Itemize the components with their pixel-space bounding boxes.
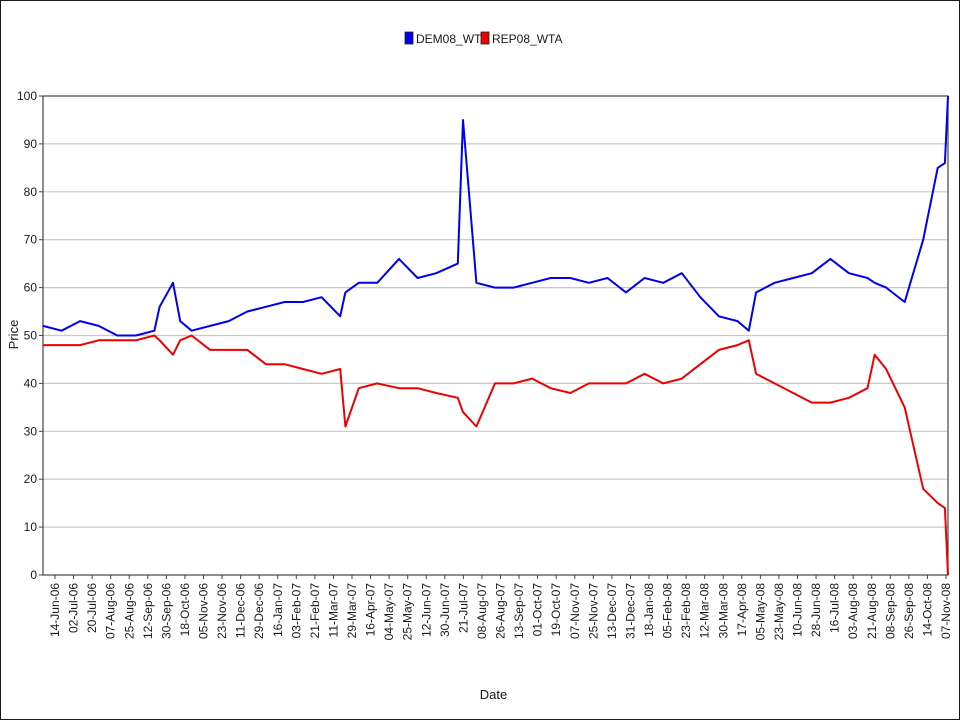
y-tick-label: 50	[24, 329, 38, 343]
y-tick-label: 60	[24, 281, 38, 295]
x-tick-label: 18-Jan-08	[642, 583, 656, 637]
x-tick-label: 23-Nov-06	[215, 583, 229, 639]
x-tick-label: 13-Dec-07	[605, 583, 619, 639]
x-tick-label: 05-Feb-08	[661, 583, 675, 639]
y-tick-label: 100	[17, 89, 37, 103]
x-tick-label: 23-Feb-08	[679, 583, 693, 639]
y-tick-label: 80	[24, 185, 38, 199]
x-tick-label: 07-Aug-06	[104, 583, 118, 639]
x-axis-ticks: 14-Jun-06 02-Jul-06 20-Jul-06 07-Aug-06 25-A…	[48, 575, 953, 640]
x-tick-label: 18-Oct-06	[178, 583, 192, 637]
x-tick-label: 03-Feb-07	[289, 583, 303, 639]
x-axis-label: Date	[480, 687, 507, 702]
x-tick-label: 03-Aug-08	[846, 583, 860, 639]
y-tick-label: 20	[24, 472, 38, 486]
x-tick-label: 16-Jul-08	[828, 583, 842, 633]
x-tick-label: 05-Nov-06	[197, 583, 211, 639]
y-tick-label: 0	[30, 568, 37, 582]
series-line-dem08-wta	[42, 95, 949, 337]
x-tick-label: 12-Mar-08	[698, 583, 712, 639]
x-tick-label: 08-Aug-07	[475, 583, 489, 639]
x-tick-label: 25-Aug-06	[122, 583, 136, 639]
x-tick-label: 30-Mar-08	[716, 583, 730, 639]
x-tick-label: 29-Dec-06	[252, 583, 266, 639]
x-tick-label: 13-Sep-07	[512, 583, 526, 639]
y-axis-label: Price	[6, 320, 21, 350]
x-tick-label: 11-Dec-06	[234, 583, 248, 638]
x-tick-label: 23-May-08	[772, 583, 786, 641]
x-tick-label: 29-Mar-07	[345, 583, 359, 639]
x-tick-label: 19-Oct-07	[549, 583, 563, 637]
y-axis-ticks: 0 10 20 30 40 50 60 70 80 90 100	[17, 89, 43, 582]
x-tick-label: 08-Sep-08	[883, 583, 897, 639]
x-tick-label: 11-Mar-07	[326, 583, 340, 638]
x-tick-label: 26-Aug-07	[494, 583, 508, 639]
legend-label: DEM08_WTA	[416, 32, 488, 46]
x-tick-label: 30-Sep-06	[159, 583, 173, 639]
gridlines	[43, 143, 948, 528]
x-tick-label: 21-Feb-07	[308, 583, 322, 639]
series-line-rep08-wta	[43, 334, 949, 576]
series-lines	[42, 95, 949, 576]
x-tick-label: 31-Dec-07	[623, 583, 637, 639]
x-tick-label: 30-Jun-07	[438, 583, 452, 637]
legend-swatch	[404, 31, 414, 45]
legend: DEM08_WTA REP08_WTA	[404, 31, 562, 46]
x-tick-label: 12-Sep-06	[141, 583, 155, 639]
x-tick-label: 25-May-07	[401, 583, 415, 641]
y-tick-label: 40	[24, 376, 38, 390]
y-tick-label: 70	[24, 233, 38, 247]
x-tick-label: 01-Oct-07	[531, 583, 545, 637]
x-tick-label: 21-Jul-07	[456, 583, 470, 633]
x-tick-label: 05-May-08	[753, 583, 767, 641]
x-tick-label: 14-Oct-08	[920, 583, 934, 637]
x-tick-label: 25-Nov-07	[586, 583, 600, 639]
x-tick-label: 07-Nov-08	[939, 583, 953, 639]
x-tick-label: 04-May-07	[382, 583, 396, 641]
x-tick-label: 02-Jul-06	[67, 583, 81, 633]
y-tick-label: 30	[24, 424, 38, 438]
x-tick-label: 07-Nov-07	[568, 583, 582, 639]
legend-label: REP08_WTA	[492, 32, 562, 46]
x-tick-label: 16-Apr-07	[364, 583, 378, 637]
x-tick-label: 17-Apr-08	[735, 583, 749, 637]
x-tick-label: 16-Jan-07	[271, 583, 285, 637]
x-tick-label: 14-Jun-06	[48, 583, 62, 637]
x-tick-label: 20-Jul-06	[85, 583, 99, 633]
y-tick-label: 10	[24, 520, 38, 534]
x-tick-label: 12-Jun-07	[419, 583, 433, 637]
x-tick-label: 28-Jun-08	[809, 583, 823, 637]
y-tick-label: 90	[24, 137, 38, 151]
x-tick-label: 21-Aug-08	[865, 583, 879, 639]
legend-swatch	[480, 31, 490, 45]
x-tick-label: 10-Jun-08	[791, 583, 805, 637]
x-tick-label: 26-Sep-08	[902, 583, 916, 639]
